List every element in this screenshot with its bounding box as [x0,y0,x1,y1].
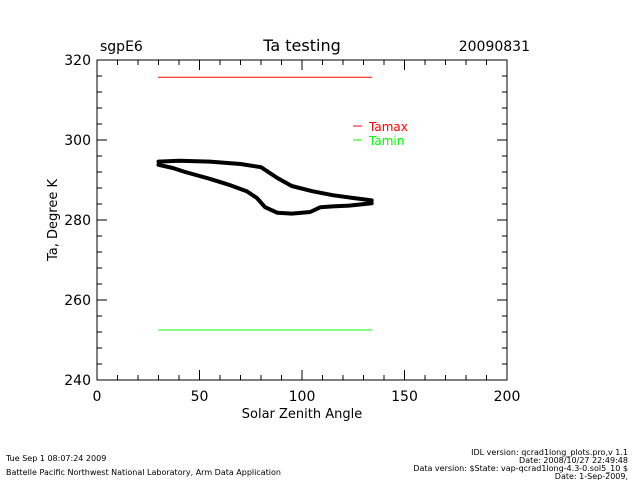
footer-timestamp: Tue Sep 1 08:07:24 2009 [5,454,106,463]
plot-frame [96,59,508,381]
x-tick-label: 50 [191,389,209,405]
series-line-ta-afternoon [156,162,374,216]
date-label: 20090831 [459,39,530,55]
x-tick-label: 100 [289,389,316,405]
y-tick-label: 280 [64,213,91,229]
footer-data-version: Data version: $State: vap-qcrad1long-4.3… [413,464,628,473]
legend-label-tamax: Tamax [368,120,408,134]
site-label: sgpE6 [100,39,143,55]
footer-idl-version: IDL version: qcrad1long_plots.pro,v 1.1 [471,448,628,457]
x-tick-label: 150 [391,389,418,405]
footer-idl-date: Date: 2008/10/27 22:49:48 [519,456,628,465]
legend: Tamax Tamin [353,120,408,148]
x-axis-label: Solar Zenith Angle [242,407,362,422]
footer-org: Battelle Pacific Northwest National Labo… [6,468,281,477]
y-axis-label: Ta, Degree K [46,179,61,262]
footer-data-date: Date: 1-Sep-2009, [555,472,628,480]
x-tick-label: 0 [93,389,102,405]
chart-title: Ta testing [262,36,340,55]
y-tick-label: 260 [64,293,91,309]
y-tick-label: 300 [64,133,91,149]
series-line-ta-morning [156,158,374,203]
legend-label-tamin: Tamin [368,134,404,148]
y-tick-label: 320 [64,53,91,69]
y-tick-label: 240 [64,373,91,389]
x-tick-label: 200 [494,389,521,405]
